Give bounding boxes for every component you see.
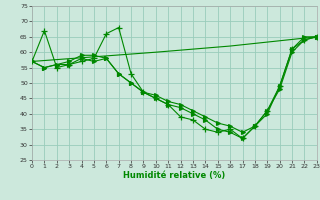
X-axis label: Humidité relative (%): Humidité relative (%)	[123, 171, 226, 180]
